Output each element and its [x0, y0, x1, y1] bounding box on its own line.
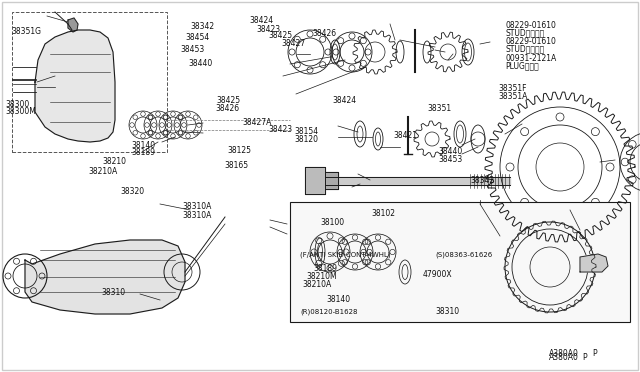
Text: 38424: 38424	[250, 16, 274, 25]
Bar	[12, 12, 167, 152]
Text: STUDスタッド: STUDスタッド	[506, 45, 545, 54]
Text: 38454: 38454	[186, 33, 210, 42]
Text: 38440: 38440	[438, 147, 463, 156]
Text: PLUGプラグ: PLUGプラグ	[506, 62, 540, 71]
Text: 38423: 38423	[269, 125, 293, 134]
Text: 38102: 38102	[371, 209, 396, 218]
Text: 38300M: 38300M	[5, 107, 36, 116]
Text: 38140: 38140	[326, 295, 351, 304]
Text: P: P	[582, 353, 587, 362]
Text: 38310: 38310	[101, 288, 125, 296]
Text: 38425: 38425	[269, 31, 293, 40]
Text: 00931-2121A: 00931-2121A	[506, 54, 557, 62]
Text: 38425: 38425	[216, 96, 241, 105]
Polygon shape	[25, 240, 185, 314]
Polygon shape	[325, 172, 338, 189]
Text: 38300: 38300	[5, 100, 29, 109]
Polygon shape	[35, 30, 115, 142]
Text: 38125: 38125	[227, 146, 251, 155]
Text: STUDスタッド: STUDスタッド	[506, 28, 545, 37]
Text: 38426: 38426	[215, 104, 239, 113]
Text: 38427: 38427	[282, 39, 306, 48]
Text: (S)08363-61626: (S)08363-61626	[435, 251, 492, 258]
Text: 38189: 38189	[131, 148, 155, 157]
Text: 38210A: 38210A	[88, 167, 118, 176]
Text: 38351: 38351	[428, 104, 452, 113]
Polygon shape	[325, 177, 510, 185]
Text: 38424: 38424	[333, 96, 357, 105]
Text: 38189: 38189	[314, 264, 338, 273]
Text: 47900X: 47900X	[422, 270, 452, 279]
Text: 38100: 38100	[320, 218, 344, 227]
Text: (R)08120-B1628: (R)08120-B1628	[301, 308, 358, 315]
Text: 38210M: 38210M	[306, 272, 337, 281]
Text: 38120: 38120	[294, 135, 319, 144]
Text: 38140: 38140	[131, 141, 156, 150]
Text: 38342: 38342	[191, 22, 215, 31]
Text: A380A0: A380A0	[549, 349, 579, 357]
Text: A380A0: A380A0	[549, 353, 579, 362]
Text: 38423: 38423	[256, 25, 280, 33]
Text: 38154: 38154	[294, 127, 319, 136]
Bar	[290, 202, 630, 322]
Text: 38165: 38165	[224, 161, 248, 170]
Text: 38351A: 38351A	[498, 92, 527, 101]
Text: 38421: 38421	[394, 131, 418, 140]
Text: 08229-01610: 08229-01610	[506, 21, 556, 30]
Text: 38351F: 38351F	[498, 84, 527, 93]
Text: 38342: 38342	[470, 176, 495, 185]
Text: 38453: 38453	[180, 45, 205, 54]
Text: 38210A: 38210A	[302, 280, 332, 289]
Text: 38310: 38310	[435, 307, 460, 316]
Text: 38320: 38320	[120, 187, 145, 196]
Polygon shape	[305, 167, 325, 194]
Text: P: P	[592, 349, 596, 357]
Text: 38310A: 38310A	[182, 202, 212, 211]
Polygon shape	[580, 254, 608, 272]
Text: (F/ANTI SKID CONT-4WHL): (F/ANTI SKID CONT-4WHL)	[300, 251, 390, 258]
Text: 38427A: 38427A	[242, 118, 271, 127]
Text: 38310A: 38310A	[182, 211, 212, 220]
Text: 38453: 38453	[438, 155, 463, 164]
Text: 38426: 38426	[312, 29, 337, 38]
Text: 08229-01610: 08229-01610	[506, 37, 556, 46]
Text: 38351G: 38351G	[12, 27, 42, 36]
Text: 38440: 38440	[189, 59, 213, 68]
Text: 38210: 38210	[102, 157, 127, 166]
Polygon shape	[68, 18, 78, 32]
